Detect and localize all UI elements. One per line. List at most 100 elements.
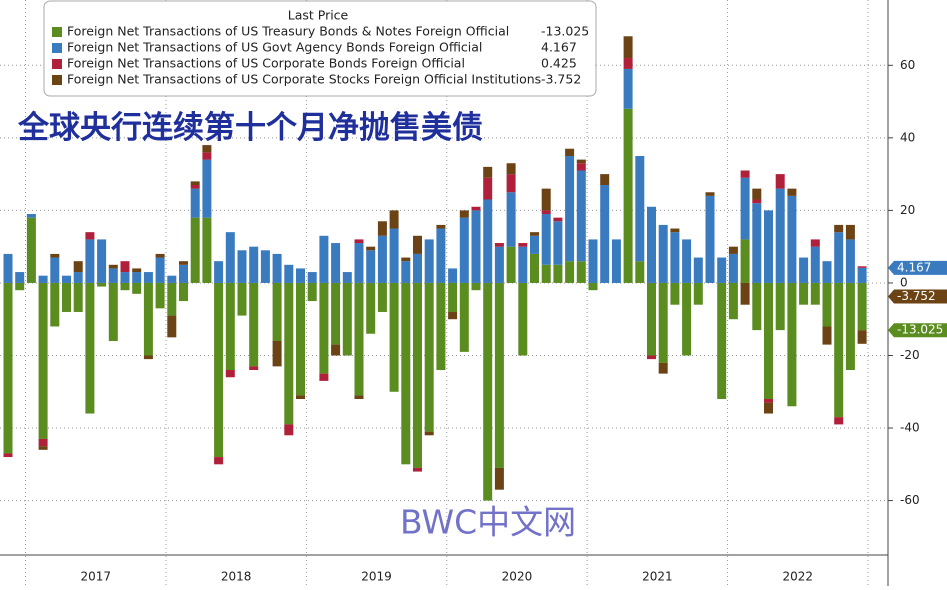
bar-segment [389,282,399,392]
bar-segment [565,148,575,156]
bar-segment [541,210,551,215]
bar-segment [3,282,13,454]
last-value-tag [888,289,947,304]
y-tick-label: -60 [900,493,920,507]
bar-segment [775,282,785,331]
bar-segment [272,253,282,283]
bar-segment [787,282,797,407]
x-tick-label: 2017 [80,570,111,584]
bar-segment [693,257,703,283]
bar-segment [810,246,820,283]
bar-segment [331,282,341,345]
bar-segment [85,239,95,283]
bar-segment [834,417,844,425]
bar-segment [97,282,107,287]
bar-segment [389,228,399,283]
legend: Last Price Foreign Net Transactions of U… [43,0,597,97]
bar-segment [764,282,773,400]
bar-segment [670,282,680,305]
bar-segment [413,282,422,468]
bar-segment [565,261,575,283]
bar-segment [810,239,820,247]
bar-segment [108,268,118,283]
bar-segment [494,246,504,283]
legend-label: Foreign Net Transactions of US Corporate… [67,56,465,71]
bar-segment [143,355,153,360]
bar-segment [50,253,60,258]
bar-segment [588,282,598,291]
bar-segment [518,243,528,247]
bar-segment [377,282,387,312]
bar-segment [541,214,551,265]
bar-segment [553,217,563,222]
bar-segment [331,243,341,283]
bar-segment [296,395,305,400]
bar-segment [307,282,317,302]
bar-segment [810,282,820,305]
bar-segment [73,272,83,283]
bar-segment [85,282,95,414]
bar-segment [647,206,656,283]
bar-segment [354,239,364,244]
bar-segment [740,170,750,178]
bar-segment [693,282,703,305]
bar-segment [506,192,516,247]
last-value-tag [888,323,947,338]
bar-segment [202,159,212,218]
bar-segment [3,253,13,283]
bar-segment [752,282,762,331]
bar-segment [483,199,493,283]
bar-segment [366,250,376,283]
bar-segment [85,232,95,240]
bar-segment [155,257,165,283]
bar-segment [787,195,797,283]
bar-segment [108,282,118,341]
bar-segment [249,282,259,367]
bar-segment [284,424,294,436]
bar-segment [167,275,177,283]
bar-segment [38,438,48,447]
bar-segment [822,282,832,327]
bar-segment [179,282,188,302]
bar-segment [799,257,809,283]
x-tick-label: 2021 [642,570,673,584]
bar-segment [471,210,481,283]
bar-segment [108,264,118,269]
bar-segment [611,239,621,283]
bar-segment [705,192,715,196]
bar-segment [436,282,446,370]
bar-segment [284,264,294,283]
bar-segment [319,282,329,374]
bar-segment [752,203,762,283]
bar-segment [576,163,586,171]
bar-segment [682,239,692,283]
bar-segment [483,177,493,200]
bar-segment [483,166,493,178]
bar-segment [799,282,809,305]
bar-segment [296,282,305,396]
bar-segment [834,282,844,418]
bar-segment [740,239,750,283]
bar-segment [459,217,469,283]
legend-swatch [52,43,62,53]
bar-segment [647,355,656,360]
bar-segment [494,467,504,490]
bar-segment [214,457,224,465]
bar-segment [389,210,399,229]
plot-area [0,0,888,586]
bar-segment [623,108,633,283]
bar-segment [413,253,422,283]
bar-segment [3,453,13,458]
bar-segment [401,282,411,465]
bar-segment [202,152,212,160]
bar-segment [132,268,142,273]
bar-segment [553,264,563,283]
bar-segment [787,188,797,196]
bar-segment [120,272,130,283]
bar-segment [342,282,352,356]
bar-segment [857,282,867,331]
bar-segment [845,282,855,370]
bar-segment [366,282,376,334]
bar-segment [623,58,633,69]
